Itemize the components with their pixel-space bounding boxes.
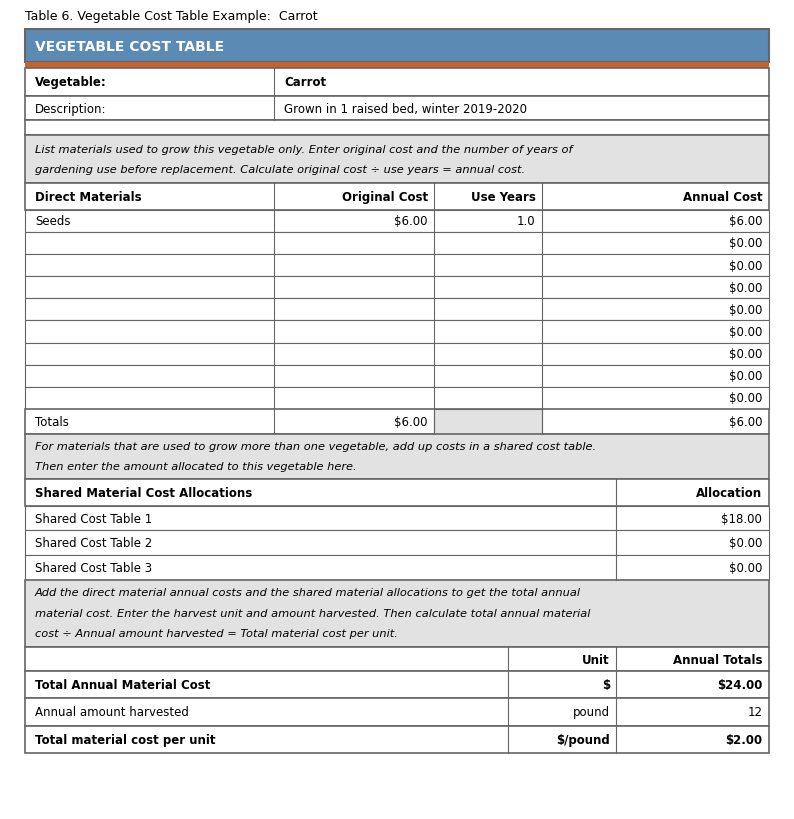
Text: Grown in 1 raised bed, winter 2019-2020: Grown in 1 raised bed, winter 2019-2020 bbox=[284, 102, 527, 115]
Text: Description:: Description: bbox=[35, 102, 106, 115]
Text: $2.00: $2.00 bbox=[725, 733, 762, 745]
Bar bbox=[25, 63, 769, 69]
Text: For materials that are used to grow more than one vegetable, add up costs in a s: For materials that are used to grow more… bbox=[35, 441, 596, 451]
Text: Shared Cost Table 3: Shared Cost Table 3 bbox=[35, 561, 152, 574]
Text: Unit: Unit bbox=[582, 653, 610, 666]
Text: Seeds: Seeds bbox=[35, 215, 71, 228]
Text: Table 6. Vegetable Cost Table Example:  Carrot: Table 6. Vegetable Cost Table Example: C… bbox=[25, 10, 318, 23]
Text: $6.00: $6.00 bbox=[395, 215, 428, 228]
Text: $0.00: $0.00 bbox=[729, 260, 762, 272]
Text: pound: pound bbox=[572, 706, 610, 718]
Text: $0.00: $0.00 bbox=[729, 536, 762, 550]
Text: gardening use before replacement. Calculate original cost ÷ use years = annual c: gardening use before replacement. Calcul… bbox=[35, 165, 525, 175]
Text: $0.00: $0.00 bbox=[729, 561, 762, 574]
Text: Use Years: Use Years bbox=[471, 191, 536, 203]
Bar bbox=[25, 277, 769, 299]
Text: $0.00: $0.00 bbox=[729, 238, 762, 250]
Text: $: $ bbox=[602, 679, 610, 691]
Bar bbox=[25, 69, 769, 97]
Bar bbox=[25, 434, 769, 479]
Text: $6.00: $6.00 bbox=[395, 415, 428, 428]
Text: $/pound: $/pound bbox=[556, 733, 610, 745]
Bar bbox=[25, 580, 769, 647]
Bar bbox=[25, 726, 769, 753]
Text: $0.00: $0.00 bbox=[729, 282, 762, 294]
Bar bbox=[25, 647, 769, 672]
Bar bbox=[25, 233, 769, 255]
Text: Annual Totals: Annual Totals bbox=[673, 653, 762, 666]
Text: Shared Cost Table 2: Shared Cost Table 2 bbox=[35, 536, 152, 550]
Text: $0.00: $0.00 bbox=[729, 304, 762, 316]
Bar bbox=[25, 210, 769, 233]
Text: Annual amount harvested: Annual amount harvested bbox=[35, 706, 189, 718]
Bar bbox=[25, 506, 769, 531]
Text: $6.00: $6.00 bbox=[729, 215, 762, 228]
Bar bbox=[25, 699, 769, 726]
Bar bbox=[25, 30, 769, 63]
Bar bbox=[25, 136, 769, 183]
Text: Carrot: Carrot bbox=[284, 76, 326, 89]
Bar bbox=[25, 321, 769, 343]
Bar bbox=[25, 121, 769, 136]
Text: $6.00: $6.00 bbox=[729, 415, 762, 428]
Bar bbox=[25, 555, 769, 580]
Bar bbox=[25, 365, 769, 387]
Text: Vegetable:: Vegetable: bbox=[35, 76, 106, 89]
Text: Add the direct material annual costs and the shared material allocations to get : Add the direct material annual costs and… bbox=[35, 587, 581, 597]
Text: $0.00: $0.00 bbox=[729, 326, 762, 338]
Bar bbox=[25, 97, 769, 121]
Bar bbox=[25, 343, 769, 365]
Text: List materials used to grow this vegetable only. Enter original cost and the num: List materials used to grow this vegetab… bbox=[35, 145, 572, 155]
Bar bbox=[25, 183, 769, 210]
Text: Total material cost per unit: Total material cost per unit bbox=[35, 733, 215, 745]
Text: Allocation: Allocation bbox=[696, 486, 762, 499]
Text: Original Cost: Original Cost bbox=[341, 191, 428, 203]
Text: VEGETABLE COST TABLE: VEGETABLE COST TABLE bbox=[35, 39, 224, 54]
Text: Annual Cost: Annual Cost bbox=[683, 191, 762, 203]
Text: Direct Materials: Direct Materials bbox=[35, 191, 141, 203]
Bar bbox=[25, 299, 769, 321]
Text: Totals: Totals bbox=[35, 415, 69, 428]
Bar bbox=[25, 479, 769, 506]
Bar bbox=[25, 387, 769, 410]
Bar bbox=[25, 255, 769, 277]
Text: $0.00: $0.00 bbox=[729, 348, 762, 360]
Text: Shared Cost Table 1: Shared Cost Table 1 bbox=[35, 512, 152, 525]
Bar bbox=[25, 410, 769, 434]
Text: $18.00: $18.00 bbox=[722, 512, 762, 525]
Text: Then enter the amount allocated to this vegetable here.: Then enter the amount allocated to this … bbox=[35, 462, 357, 472]
Text: $0.00: $0.00 bbox=[729, 392, 762, 405]
Bar bbox=[25, 672, 769, 699]
Bar bbox=[25, 531, 769, 555]
Text: $0.00: $0.00 bbox=[729, 370, 762, 382]
Text: 1.0: 1.0 bbox=[517, 215, 536, 228]
Text: material cost. Enter the harvest unit and amount harvested. Then calculate total: material cost. Enter the harvest unit an… bbox=[35, 609, 590, 618]
Text: 12: 12 bbox=[747, 706, 762, 718]
Text: Total Annual Material Cost: Total Annual Material Cost bbox=[35, 679, 210, 691]
Text: $24.00: $24.00 bbox=[717, 679, 762, 691]
Text: cost ÷ Annual amount harvested = Total material cost per unit.: cost ÷ Annual amount harvested = Total m… bbox=[35, 629, 398, 639]
Text: Shared Material Cost Allocations: Shared Material Cost Allocations bbox=[35, 486, 252, 499]
Bar bbox=[434, 410, 542, 434]
